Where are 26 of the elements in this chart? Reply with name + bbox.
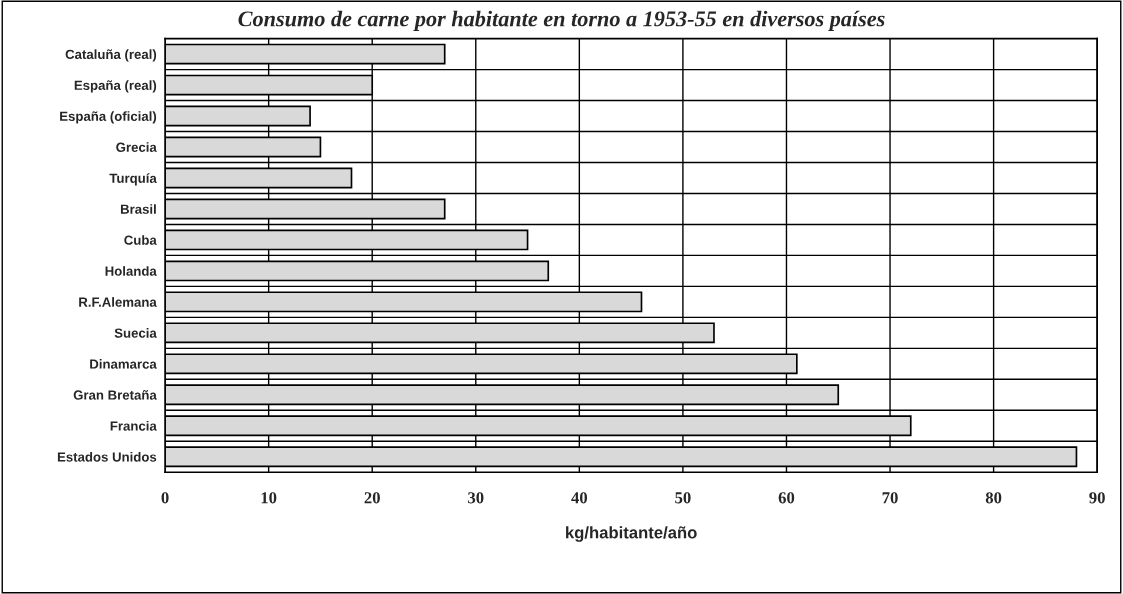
x-tick-label: 50 [675, 492, 691, 504]
y-tick-label: Cuba [124, 235, 157, 245]
x-tick-label: 70 [882, 492, 898, 504]
y-tick-label: Brasil [120, 204, 156, 214]
chart-title: Consumo de carne por habitante en torno a 1953-55 en diversos países [238, 10, 885, 31]
x-tick-label: 0 [161, 492, 169, 504]
x-tick-label: 30 [468, 492, 484, 504]
x-axis-title: kg/habitante/año [566, 526, 697, 542]
x-tick-label: 80 [985, 492, 1002, 504]
y-tick-label: Gran Bretaña [73, 390, 157, 400]
y-tick-label: Estados Unidos [57, 451, 157, 462]
y-tick-label: Dinamarca [90, 359, 157, 369]
y-tick-label: R.F.Alemana [79, 297, 157, 307]
y-tick-label: Francia [110, 420, 157, 431]
y-tick-label: España (oficial) [60, 111, 157, 124]
y-tick-label: Turquía [109, 173, 157, 186]
y-tick-label: Holanda [105, 266, 157, 276]
y-tick-label: Grecia [116, 142, 157, 152]
x-tick-label: 40 [571, 492, 588, 504]
y-tick-label: Suecia [114, 328, 157, 338]
y-tick-label: España (real) [74, 80, 157, 93]
y-tick-label: Cataluña (real) [65, 49, 157, 62]
x-tick-label: 60 [778, 492, 795, 504]
x-tick-label: 10 [261, 492, 277, 504]
x-tick-label: 90 [1089, 492, 1105, 504]
x-tick-label: 20 [364, 492, 380, 504]
